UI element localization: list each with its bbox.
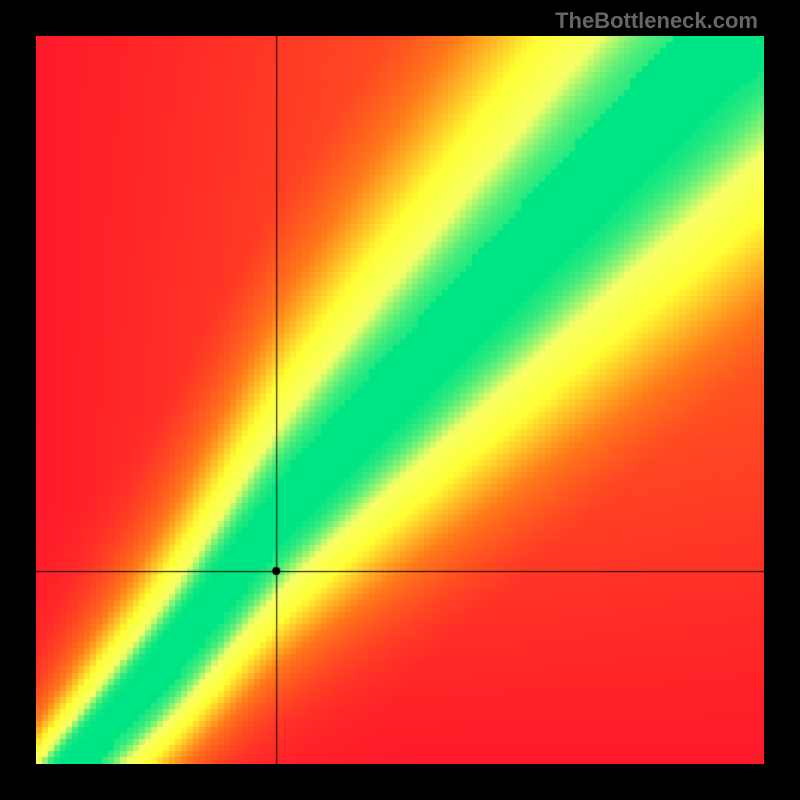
bottleneck-heatmap bbox=[36, 36, 764, 764]
watermark-text: TheBottleneck.com bbox=[555, 8, 758, 34]
